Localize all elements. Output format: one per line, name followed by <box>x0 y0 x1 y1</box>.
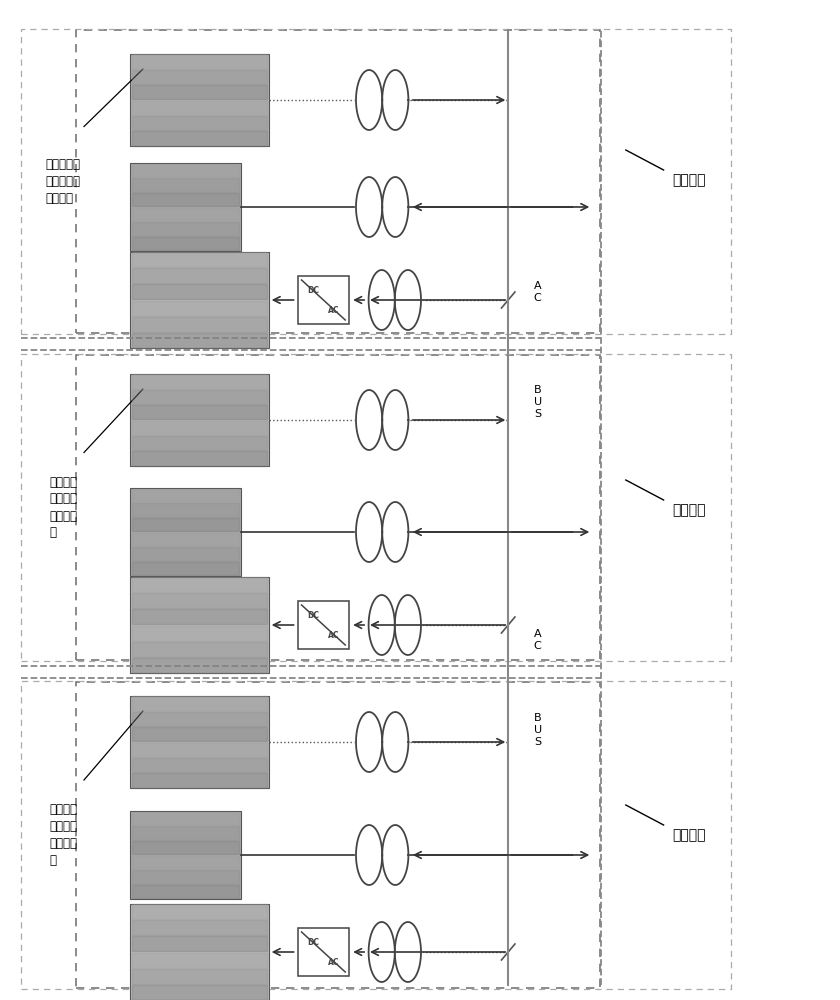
Text: B
U
S: B U S <box>533 385 542 419</box>
Bar <box>130 696 269 788</box>
Bar <box>130 54 269 146</box>
Bar <box>21 354 731 661</box>
Text: 具有再热
型汽轮机
的发电单
元: 具有再热 型汽轮机 的发电单 元 <box>49 476 77 539</box>
Text: AC: AC <box>328 306 339 315</box>
Bar <box>21 681 731 989</box>
Bar <box>130 904 269 1000</box>
Text: AC: AC <box>328 958 339 967</box>
Bar <box>130 374 269 466</box>
Text: 第二区域: 第二区域 <box>672 503 706 517</box>
Bar <box>130 488 241 576</box>
Text: 具有非再热
型汽轮机的
发电单元: 具有非再热 型汽轮机的 发电单元 <box>45 158 81 205</box>
Bar <box>130 577 269 673</box>
Bar <box>21 29 731 334</box>
Text: 第一区域: 第一区域 <box>672 173 706 187</box>
Text: A
C: A C <box>533 281 542 303</box>
Bar <box>130 252 269 348</box>
Bar <box>76 682 600 988</box>
Text: 第三区域: 第三区域 <box>672 828 706 842</box>
Text: DC: DC <box>307 938 319 947</box>
Text: DC: DC <box>307 611 319 620</box>
Bar <box>298 601 349 649</box>
Text: 具有再热
型汽轮机
的发电单
元: 具有再热 型汽轮机 的发电单 元 <box>49 803 77 867</box>
Text: A
C: A C <box>533 629 542 651</box>
Bar <box>76 30 600 333</box>
Bar <box>130 163 241 251</box>
Bar <box>298 276 349 324</box>
Text: AC: AC <box>328 631 339 640</box>
Bar <box>130 811 241 899</box>
Text: DC: DC <box>307 286 319 295</box>
Text: B
U
S: B U S <box>533 713 542 747</box>
Bar <box>76 355 600 660</box>
Bar <box>298 928 349 976</box>
